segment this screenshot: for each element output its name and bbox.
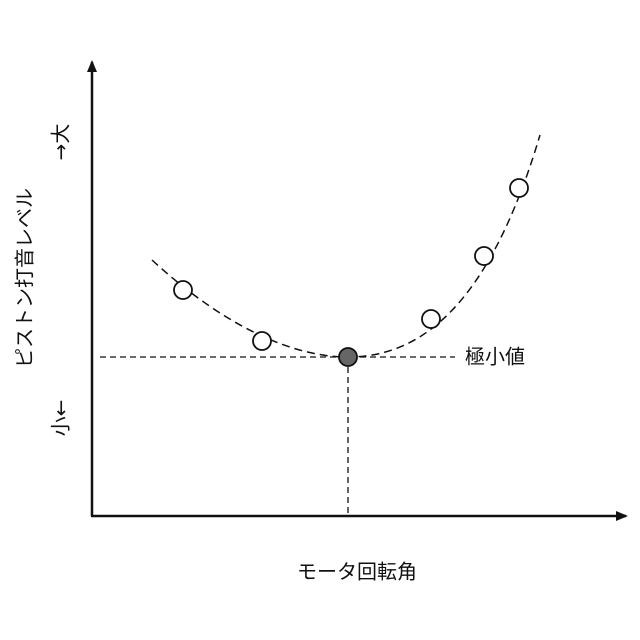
point — [422, 310, 440, 328]
point — [475, 247, 493, 265]
point — [174, 281, 192, 299]
minimum-point — [339, 348, 357, 366]
point — [510, 179, 528, 197]
diagram: 極小値 モータ回転角 ピストン打音レベル 小← →大 — [0, 0, 640, 640]
y-axis-label: ピストン打音レベル — [13, 188, 37, 368]
fit-curve — [152, 135, 540, 357]
annotation: 極小値 — [465, 345, 525, 369]
point — [253, 332, 271, 350]
x-axis-label: モータ回転角 — [297, 560, 417, 584]
y-axis-low: 小← — [49, 400, 73, 437]
y-axis-high: →大 — [49, 124, 73, 161]
